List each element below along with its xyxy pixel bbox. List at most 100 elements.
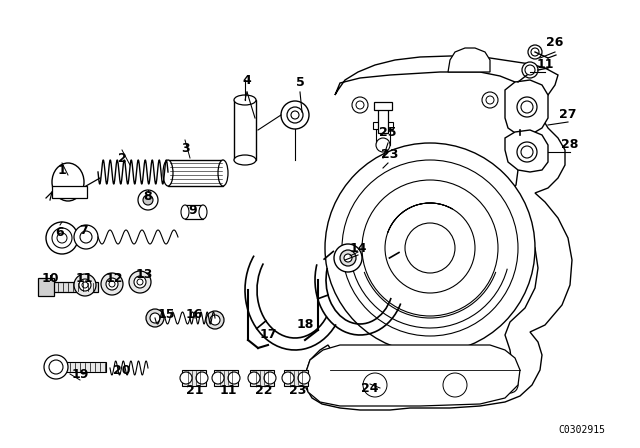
Text: 17: 17: [259, 328, 276, 341]
Text: 25: 25: [380, 126, 397, 139]
Circle shape: [506, 381, 514, 389]
Text: 23: 23: [289, 383, 307, 396]
Circle shape: [180, 372, 192, 384]
Circle shape: [74, 274, 96, 296]
Circle shape: [298, 372, 310, 384]
Text: 23: 23: [381, 148, 399, 161]
Circle shape: [340, 250, 356, 266]
Bar: [378, 105, 388, 133]
Circle shape: [150, 313, 160, 323]
Text: 4: 4: [243, 73, 252, 86]
Bar: [38, 278, 54, 296]
Circle shape: [486, 96, 494, 104]
Polygon shape: [448, 48, 490, 72]
Circle shape: [79, 279, 91, 291]
Bar: [373, 122, 393, 129]
Text: 24: 24: [361, 382, 379, 395]
Circle shape: [138, 190, 158, 210]
Text: 28: 28: [561, 138, 579, 151]
Bar: [56, 362, 106, 372]
Circle shape: [57, 233, 67, 243]
Bar: [185, 205, 203, 219]
Text: 1: 1: [58, 164, 67, 177]
Bar: [376, 125, 390, 145]
Text: 10: 10: [41, 271, 59, 284]
Circle shape: [443, 373, 467, 397]
Text: 11: 11: [76, 271, 93, 284]
Circle shape: [129, 271, 151, 293]
Circle shape: [228, 372, 240, 384]
Circle shape: [109, 281, 115, 287]
Text: 7: 7: [79, 224, 88, 237]
Circle shape: [101, 273, 123, 295]
Text: 3: 3: [180, 142, 189, 155]
Circle shape: [74, 225, 98, 249]
Circle shape: [137, 279, 143, 285]
Bar: [168, 160, 223, 186]
Text: 14: 14: [349, 241, 367, 254]
Circle shape: [49, 360, 63, 374]
Ellipse shape: [163, 160, 173, 186]
Polygon shape: [505, 130, 548, 172]
Circle shape: [502, 377, 518, 393]
Circle shape: [517, 142, 537, 162]
Circle shape: [212, 372, 224, 384]
Circle shape: [362, 180, 498, 316]
Text: 6: 6: [56, 225, 64, 238]
Polygon shape: [305, 56, 572, 410]
Circle shape: [352, 377, 368, 393]
Circle shape: [146, 309, 164, 327]
Circle shape: [376, 138, 390, 152]
Circle shape: [282, 372, 294, 384]
Circle shape: [521, 101, 533, 113]
Circle shape: [46, 222, 78, 254]
Ellipse shape: [52, 163, 84, 201]
Text: 11: 11: [536, 59, 554, 72]
Circle shape: [334, 244, 362, 272]
Circle shape: [342, 160, 518, 336]
Circle shape: [522, 62, 538, 78]
Text: C0302915: C0302915: [558, 425, 605, 435]
Circle shape: [405, 223, 455, 273]
Circle shape: [248, 372, 260, 384]
Circle shape: [356, 381, 364, 389]
Text: 2: 2: [118, 151, 126, 164]
Bar: [214, 370, 238, 386]
Circle shape: [264, 372, 276, 384]
Circle shape: [352, 97, 368, 113]
Circle shape: [80, 231, 92, 243]
Bar: [52, 186, 87, 198]
Circle shape: [466, 384, 474, 392]
Circle shape: [385, 203, 475, 293]
Ellipse shape: [234, 95, 256, 105]
Circle shape: [134, 276, 146, 288]
Circle shape: [287, 107, 303, 123]
Circle shape: [528, 45, 542, 59]
Circle shape: [52, 228, 72, 248]
Text: 12: 12: [105, 271, 123, 284]
Text: 9: 9: [189, 203, 197, 216]
Bar: [182, 370, 206, 386]
Bar: [374, 102, 392, 110]
Circle shape: [356, 101, 364, 109]
Circle shape: [517, 97, 537, 117]
Text: 21: 21: [186, 383, 204, 396]
Circle shape: [44, 355, 68, 379]
Text: 19: 19: [71, 369, 89, 382]
Ellipse shape: [218, 160, 228, 186]
Text: 27: 27: [559, 108, 577, 121]
Circle shape: [196, 372, 208, 384]
Circle shape: [344, 254, 352, 262]
Circle shape: [482, 92, 498, 108]
Circle shape: [143, 195, 153, 205]
Circle shape: [462, 380, 478, 396]
Ellipse shape: [181, 205, 189, 219]
Polygon shape: [505, 80, 548, 135]
Ellipse shape: [234, 155, 256, 165]
Circle shape: [291, 111, 299, 119]
Circle shape: [206, 311, 224, 329]
Text: 18: 18: [296, 319, 314, 332]
Bar: [284, 370, 308, 386]
Text: 8: 8: [144, 190, 152, 203]
Text: 20: 20: [113, 363, 131, 376]
